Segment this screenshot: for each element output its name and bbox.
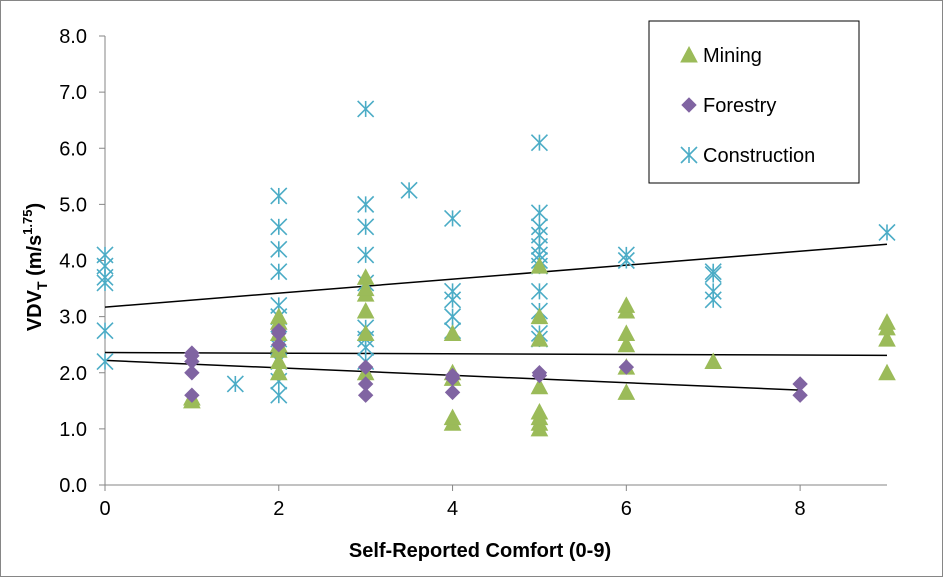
y-axis-title-close: )	[24, 203, 46, 210]
legend-marker-mining	[680, 45, 698, 63]
x-tick-label: 4	[447, 498, 458, 520]
x-tick-label: 6	[621, 498, 632, 520]
mining-point	[443, 324, 462, 341]
y-tick-label: 7.0	[59, 82, 87, 104]
construction-point	[443, 308, 462, 326]
construction-point	[96, 246, 114, 264]
forestry-point	[357, 359, 374, 375]
construction-point	[400, 181, 418, 199]
mining-point	[356, 279, 375, 297]
series-forestry	[184, 322, 808, 403]
mining-point	[617, 383, 636, 400]
forestry-point	[184, 365, 200, 381]
legend-label-mining: Mining	[703, 45, 762, 67]
y-tick-label: 8.0	[59, 26, 87, 48]
construction-point	[617, 246, 635, 264]
construction-point	[226, 375, 244, 393]
y-axis-title-sub: T	[34, 281, 50, 290]
forestry-point	[792, 376, 808, 392]
trendline	[104, 351, 888, 357]
y-tick-label: 1.0	[59, 419, 87, 441]
mining-point	[269, 352, 288, 370]
construction-point	[96, 322, 114, 340]
svg-text:VDVT (m/s1.75): VDVT (m/s1.75)	[20, 203, 50, 331]
construction-point	[530, 134, 549, 152]
y-tick-label: 3.0	[59, 307, 87, 329]
forestry-point	[271, 322, 287, 339]
construction-point	[270, 240, 288, 258]
mining-point	[878, 313, 896, 330]
data-points	[96, 100, 896, 437]
mining-point	[878, 330, 896, 347]
x-axis-title: Self-Reported Comfort (0-9)	[349, 540, 611, 562]
legend-marker-forestry	[681, 97, 697, 113]
mining-point	[530, 377, 549, 395]
forestry-point	[357, 376, 374, 392]
x-tick-label: 0	[99, 498, 110, 520]
construction-point	[357, 100, 375, 118]
construction-point	[704, 282, 722, 300]
legend-label-construction: Construction	[703, 145, 815, 167]
mining-point	[530, 402, 549, 420]
legend-items: Mining Forestry Construction	[680, 45, 815, 167]
forestry-point	[444, 384, 461, 401]
forestry-point	[184, 345, 200, 361]
mining-point	[878, 363, 896, 381]
x-tick-label: 2	[273, 498, 284, 520]
construction-point	[357, 218, 375, 236]
mining-point	[356, 301, 375, 319]
legend: Mining Forestry Construction	[648, 20, 860, 184]
y-tick-label: 5.0	[59, 194, 87, 216]
construction-point	[270, 218, 288, 236]
construction-point	[443, 209, 462, 227]
construction-point	[443, 282, 462, 300]
mining-point	[356, 268, 375, 285]
trendlines	[104, 243, 888, 391]
mining-point	[617, 324, 636, 341]
y-tick-label: 2.0	[59, 363, 87, 385]
construction-point	[530, 282, 549, 300]
mining-point	[530, 330, 549, 347]
forestry-point	[184, 387, 200, 403]
y-tick-label: 4.0	[59, 251, 87, 273]
legend-marker-construction	[680, 146, 698, 164]
y-axis-title: VDVT (m/s1.75)	[20, 203, 50, 331]
construction-point	[530, 218, 549, 236]
y-tick-label: 6.0	[59, 138, 87, 160]
forestry-point	[618, 359, 635, 375]
construction-point	[270, 386, 288, 404]
construction-point	[878, 223, 896, 242]
forestry-point	[531, 365, 548, 381]
construction-point	[270, 263, 288, 281]
construction-point	[357, 246, 375, 264]
legend-box	[648, 20, 860, 184]
forestry-point	[444, 367, 461, 384]
mining-point	[443, 408, 462, 426]
axes: 0.0 1.0 2.0 3.0 4.0 5.0 6.0 7.0 8.0 0 2 4 6 8	[59, 26, 887, 520]
y-axis-title-unit: (m/s	[24, 235, 46, 282]
legend-label-forestry: Forestry	[703, 95, 776, 117]
x-tick-label: 8	[795, 498, 806, 520]
y-axis-title-sup: 1.75	[20, 209, 35, 234]
forestry-point	[271, 336, 287, 353]
forestry-point	[792, 387, 808, 403]
y-tick-label: 0.0	[59, 475, 87, 497]
mining-point	[617, 296, 636, 313]
trendline	[104, 243, 888, 308]
mining-point	[617, 335, 636, 353]
construction-point	[530, 204, 549, 222]
construction-point	[270, 187, 288, 205]
construction-point	[96, 352, 114, 371]
mining-point	[704, 352, 723, 370]
construction-point	[704, 263, 722, 281]
mining-point	[269, 363, 288, 381]
y-axis-title-main: VDV	[24, 289, 46, 331]
mining-point	[530, 257, 549, 274]
construction-point	[357, 195, 375, 213]
mining-point	[530, 307, 549, 325]
mining-point	[356, 324, 375, 341]
forestry-point	[357, 387, 374, 403]
